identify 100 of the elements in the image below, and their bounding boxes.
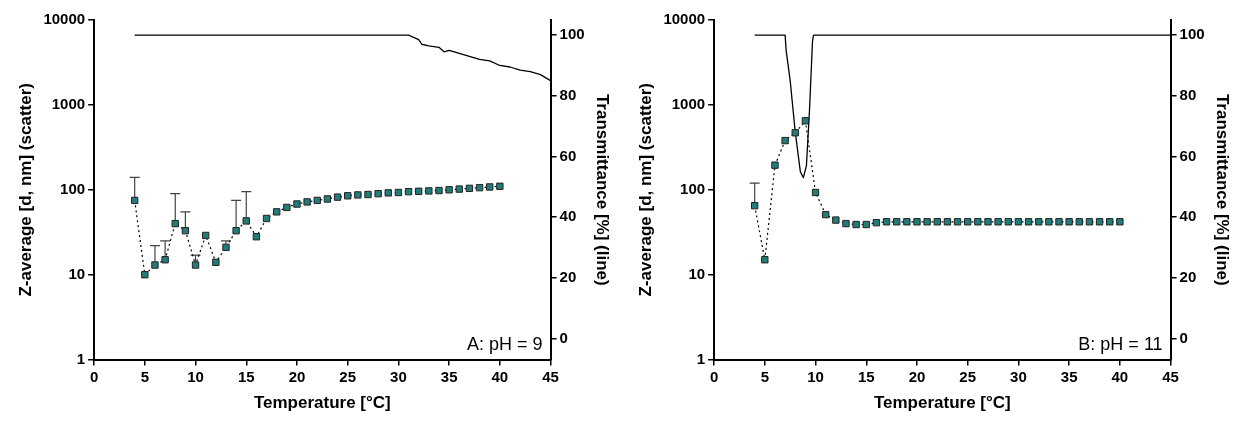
point [791, 129, 799, 137]
point [1075, 218, 1083, 226]
point [313, 196, 321, 205]
y2-axis-title: Transmittance [%] (line) [1213, 93, 1233, 286]
point [415, 187, 423, 195]
point [1065, 218, 1073, 226]
point [1055, 218, 1063, 226]
point [1085, 218, 1094, 226]
point [404, 188, 413, 196]
y-tick-label: 10 [688, 264, 706, 282]
y-tick-label: 1000 [671, 95, 706, 113]
point [445, 186, 453, 194]
x-tick-label: 40 [491, 367, 509, 385]
x-tick-label: 25 [339, 367, 357, 385]
point [903, 218, 911, 226]
point [435, 186, 443, 195]
x-tick-label: 30 [1010, 367, 1027, 385]
annotation: B: pH = 11 [1078, 333, 1163, 354]
point [852, 220, 860, 229]
y2-tick-label: 60 [559, 146, 577, 164]
point [1116, 218, 1124, 226]
y-tick-label: 100 [680, 179, 706, 197]
x-tick-label: 20 [288, 367, 306, 385]
point [475, 183, 484, 192]
point [293, 200, 301, 208]
point [751, 202, 759, 210]
point [455, 185, 463, 193]
x-tick-label: 0 [709, 367, 719, 385]
point [943, 218, 952, 226]
point [1045, 218, 1053, 226]
point [344, 192, 352, 200]
point [1095, 218, 1104, 226]
x-tick-label: 45 [1162, 367, 1179, 385]
point [354, 191, 362, 199]
x-tick-label: 10 [187, 367, 204, 385]
point [384, 189, 392, 197]
point [761, 256, 769, 264]
y-tick-label: 1 [696, 349, 706, 367]
y2-tick-label: 20 [559, 267, 577, 285]
point [974, 218, 982, 226]
x-axis-title: Temperature [°C] [873, 393, 1011, 413]
y2-tick-label: 100 [559, 25, 585, 43]
y-tick-label: 10 [68, 264, 86, 282]
point [425, 187, 433, 195]
x-tick-label: 45 [542, 367, 559, 385]
x-tick-label: 15 [857, 367, 875, 385]
point [882, 218, 891, 226]
point [323, 195, 332, 203]
point [923, 218, 931, 226]
point [222, 243, 230, 252]
point [872, 218, 881, 227]
point [832, 216, 840, 224]
point [262, 214, 271, 223]
point [893, 218, 901, 226]
x-tick-label: 20 [908, 367, 926, 385]
x-tick-label: 35 [1060, 367, 1078, 385]
point [964, 218, 972, 226]
point [984, 218, 992, 226]
point [151, 261, 159, 269]
point [161, 256, 169, 264]
y2-tick-label: 40 [1179, 207, 1197, 225]
point [801, 117, 810, 125]
point [394, 188, 403, 197]
x-tick-label: 10 [807, 367, 824, 385]
point [252, 233, 261, 241]
point [771, 161, 779, 169]
y2-tick-label: 100 [1179, 25, 1205, 43]
x-tick-label: 30 [390, 367, 407, 385]
point [1106, 218, 1114, 226]
point [842, 219, 850, 228]
y-axis-title: Z-average [d, nm] (scatter) [635, 83, 655, 297]
y2-tick-label: 0 [1179, 328, 1188, 346]
y2-tick-label: 80 [1179, 85, 1197, 103]
point [822, 210, 830, 219]
point [953, 218, 962, 226]
y2-tick-label: 60 [1179, 146, 1197, 164]
point [374, 190, 382, 198]
point [1024, 218, 1033, 226]
point [811, 188, 820, 197]
point [1004, 218, 1012, 226]
x-axis-title: Temperature [°C] [253, 393, 391, 413]
point [283, 203, 291, 212]
point [171, 219, 179, 228]
point [496, 182, 504, 190]
point [1035, 218, 1043, 226]
annotation: A: pH = 9 [467, 333, 543, 354]
y-tick-label: 1 [76, 349, 86, 367]
x-tick-label: 35 [440, 367, 458, 385]
point [212, 258, 220, 266]
x-tick-label: 40 [1111, 367, 1129, 385]
y2-axis-title: Transmittance [%] (line) [593, 93, 613, 286]
y2-tick-label: 40 [559, 207, 577, 225]
point [465, 184, 474, 193]
y-axis-title: Z-average [d, nm] (scatter) [15, 83, 35, 297]
x-tick-label: 0 [89, 367, 99, 385]
point [364, 190, 372, 199]
point [131, 196, 139, 205]
y2-tick-label: 80 [559, 85, 577, 103]
y-tick-label: 10000 [43, 10, 86, 28]
y2-tick-label: 0 [559, 328, 568, 346]
